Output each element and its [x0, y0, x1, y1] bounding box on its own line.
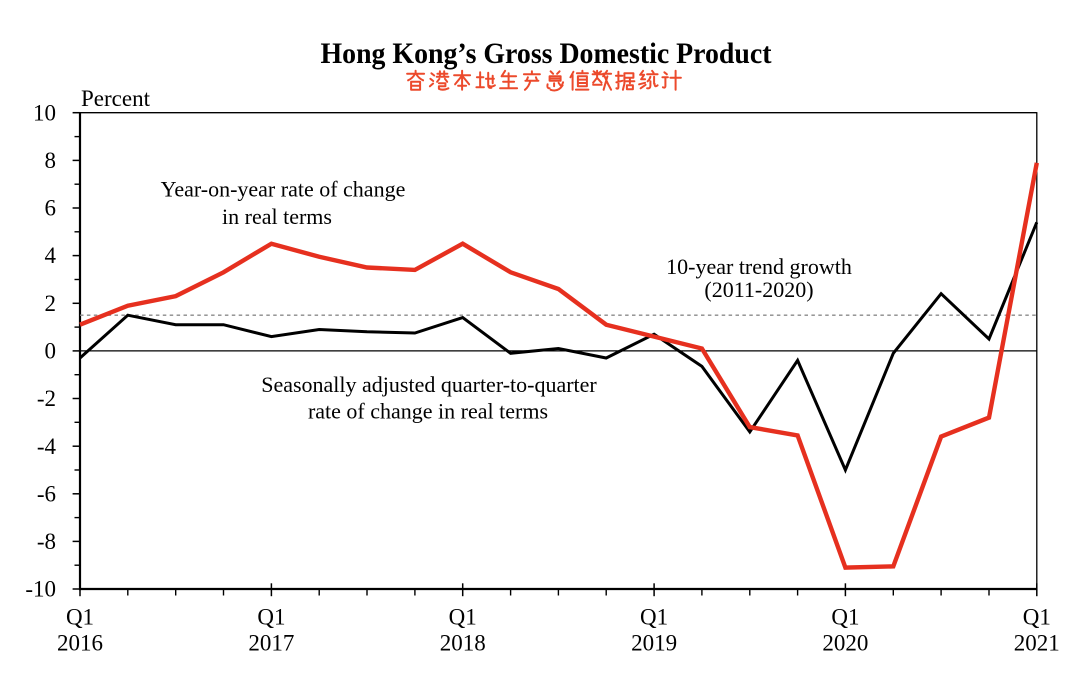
svg-text:Q1: Q1: [257, 605, 285, 630]
svg-text:(2011-2020): (2011-2020): [704, 277, 813, 302]
svg-text:6: 6: [45, 196, 57, 221]
svg-text:0: 0: [45, 339, 57, 364]
svg-text:10-year trend growth: 10-year trend growth: [666, 254, 852, 279]
svg-text:-6: -6: [37, 481, 56, 506]
svg-text:-8: -8: [37, 529, 56, 554]
svg-text:2021: 2021: [1014, 631, 1060, 656]
svg-text:Year-on-year rate of change: Year-on-year rate of change: [161, 176, 406, 201]
svg-text:-4: -4: [37, 434, 57, 459]
svg-text:Q1: Q1: [1023, 605, 1051, 630]
svg-text:2016: 2016: [57, 631, 103, 656]
svg-text:4: 4: [45, 243, 57, 268]
svg-text:8: 8: [45, 148, 57, 173]
svg-text:-10: -10: [25, 577, 56, 602]
svg-text:rate of change in real terms: rate of change in real terms: [308, 399, 548, 424]
svg-text:in real terms: in real terms: [222, 204, 332, 229]
svg-text:2020: 2020: [822, 631, 868, 656]
svg-text:-2: -2: [37, 386, 56, 411]
svg-text:2019: 2019: [631, 631, 677, 656]
svg-text:Seasonally adjusted quarter-to: Seasonally adjusted quarter-to-quarter: [261, 372, 597, 397]
svg-text:2: 2: [45, 291, 57, 316]
svg-text:Hong Kong’s Gross Domestic Pro: Hong Kong’s Gross Domestic Product: [321, 37, 772, 70]
svg-text:Q1: Q1: [640, 605, 668, 630]
svg-text:2018: 2018: [440, 631, 486, 656]
svg-text:10: 10: [33, 100, 56, 125]
svg-text:2017: 2017: [248, 631, 294, 656]
svg-text:Percent: Percent: [81, 86, 151, 111]
svg-text:Q1: Q1: [66, 605, 94, 630]
svg-text:Q1: Q1: [449, 605, 477, 630]
svg-text:Q1: Q1: [831, 605, 859, 630]
